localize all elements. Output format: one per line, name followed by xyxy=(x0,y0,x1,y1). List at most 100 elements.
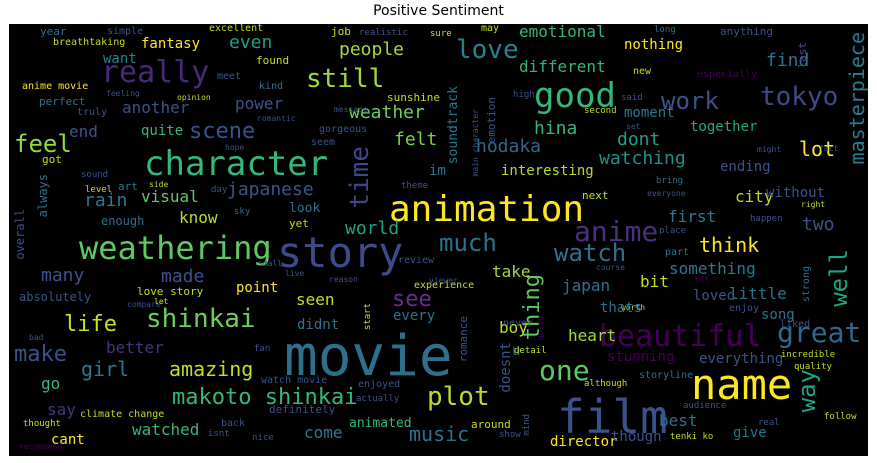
word-might: might xyxy=(757,145,782,154)
word-fact: fact xyxy=(819,144,839,153)
word-one: one xyxy=(539,354,590,387)
word-moment: moment xyxy=(624,105,675,121)
word-enough: enough xyxy=(101,214,145,228)
word-anime: anime xyxy=(574,215,659,248)
word-art: art xyxy=(118,180,138,193)
word-watched: watched xyxy=(132,420,200,439)
word-said: said xyxy=(621,93,643,103)
word-live: live xyxy=(285,269,305,278)
word-set: set xyxy=(626,122,641,131)
word-makoto-shinkai: makoto shinkai xyxy=(172,385,358,410)
word-small: small xyxy=(258,259,283,268)
word-going: going xyxy=(536,316,545,341)
word-sure: sure xyxy=(430,29,452,39)
word-second: second xyxy=(584,106,617,116)
word-side: side xyxy=(149,180,169,189)
word-think: think xyxy=(699,233,760,257)
word-perfect: perfect xyxy=(39,95,86,108)
word-fan: fan xyxy=(254,344,271,354)
word-animation: animation xyxy=(389,189,585,230)
word-shinkai: shinkai xyxy=(146,304,256,334)
word-make: make xyxy=(14,342,67,367)
word-bring: bring xyxy=(656,176,684,186)
word-stunning: stunning xyxy=(607,349,675,365)
word-year: year xyxy=(40,25,67,38)
word-main-character: main character xyxy=(471,109,480,177)
word-tenki-ko: tenki ko xyxy=(670,432,714,442)
word-audience: audience xyxy=(683,401,727,411)
word-recommend: recommend xyxy=(19,442,63,451)
word-many: many xyxy=(41,265,85,286)
word-people: people xyxy=(339,39,405,60)
word-long: long xyxy=(654,25,676,35)
word-never: never xyxy=(503,318,534,329)
word-bad: bad xyxy=(29,333,44,342)
word-especially: especially xyxy=(697,69,758,80)
word-emotional: emotional xyxy=(519,24,606,41)
word-find: find xyxy=(766,50,810,71)
word-lot: lot xyxy=(799,137,836,161)
word-character: character xyxy=(144,144,329,184)
word-although: although xyxy=(584,379,628,389)
word-little: little xyxy=(729,284,787,303)
word-beautiful: beautiful xyxy=(599,319,762,354)
word-weather: weather xyxy=(349,102,425,123)
word-enjoyed: enjoyed xyxy=(358,379,401,390)
word-another: another xyxy=(122,98,190,117)
word-love-story: love story xyxy=(137,285,204,298)
word-something: something xyxy=(669,259,756,278)
word-everything: everything xyxy=(699,351,784,367)
word-take: take xyxy=(492,262,531,281)
word-watch: watch xyxy=(554,239,627,267)
word-meet: meet xyxy=(217,71,242,82)
word-weathering: weathering xyxy=(79,229,272,267)
word-loved: loved xyxy=(693,288,736,304)
word-time: time xyxy=(345,146,375,209)
word-around: around xyxy=(471,418,511,431)
word-thought: thought xyxy=(23,419,61,429)
word-animated: animated xyxy=(349,416,412,431)
word-give: give xyxy=(733,425,767,441)
word-watching: watching xyxy=(599,148,686,169)
word-much: much xyxy=(439,229,497,257)
word-ending: ending xyxy=(720,159,771,175)
word-rain: rain xyxy=(84,190,128,211)
word-first: first xyxy=(668,207,717,226)
word-nice: nice xyxy=(252,433,274,443)
word-show: show xyxy=(499,430,521,440)
word-im: im xyxy=(429,163,446,179)
word-doesnt: doesnt xyxy=(498,342,514,393)
word-watch-movie: watch movie xyxy=(261,375,328,386)
word-absolutely: absolutely xyxy=(19,290,92,304)
word-found: found xyxy=(256,54,290,67)
word-amazing: amazing xyxy=(169,357,254,381)
word-may: may xyxy=(481,24,500,34)
word-without: without xyxy=(766,185,826,201)
word-japanese: japanese xyxy=(227,179,314,200)
word-soundtrack: soundtrack xyxy=(446,86,461,165)
word-feel: feel xyxy=(14,130,72,158)
word-good: good xyxy=(534,76,616,116)
word-emotion: emotion xyxy=(485,97,498,144)
word-boy: boy xyxy=(499,318,528,337)
word-end: end xyxy=(69,122,98,141)
word-real: real xyxy=(758,418,780,428)
word-job: job xyxy=(331,25,351,38)
word-name: name xyxy=(691,360,793,409)
word-back: back xyxy=(221,418,246,429)
word-detail: detail xyxy=(514,346,547,356)
word-message: message xyxy=(334,105,368,114)
word-storyline: storyline xyxy=(639,370,694,381)
word-excellent: excellent xyxy=(209,24,264,34)
word-work: work xyxy=(661,87,719,115)
word-gorgeous: gorgeous xyxy=(319,124,368,135)
word-level: level xyxy=(85,185,113,195)
word-viewer: viewer xyxy=(429,276,458,285)
word-together: together xyxy=(690,119,758,135)
word-japan: japan xyxy=(562,276,611,295)
word-felt: felt xyxy=(394,129,438,150)
word-well: well xyxy=(825,249,853,307)
word-cant: cant xyxy=(51,432,85,448)
word-fantasy: fantasy xyxy=(141,36,201,52)
word-actually: actually xyxy=(356,394,400,404)
